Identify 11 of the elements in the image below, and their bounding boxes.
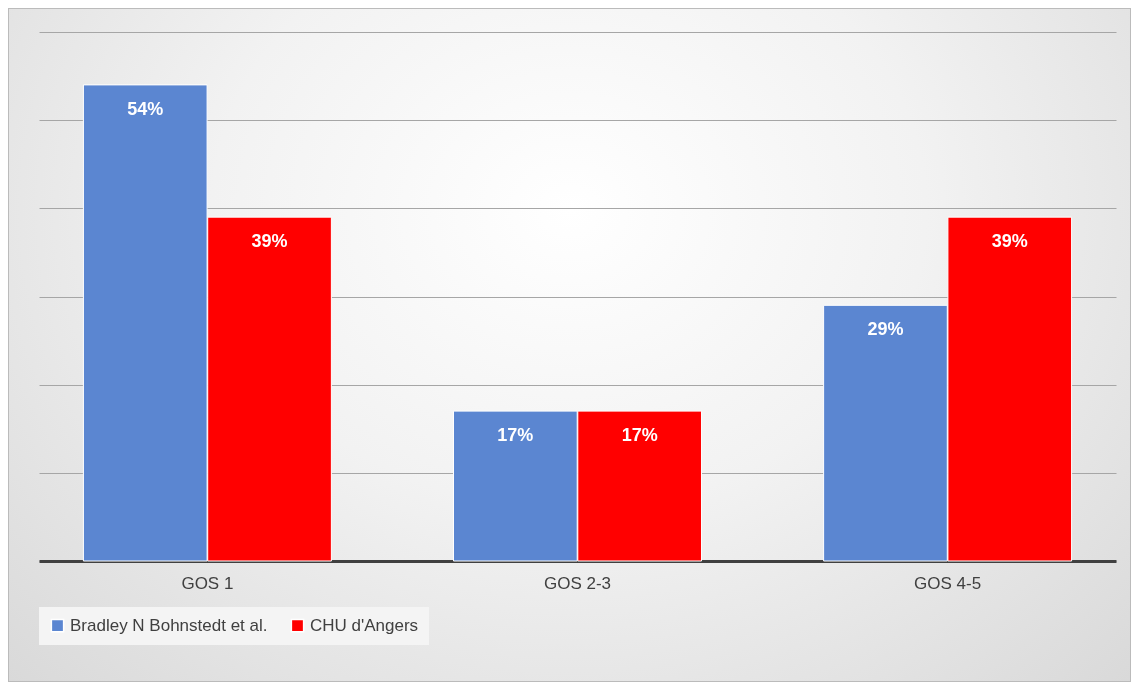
- x-tick-label: GOS 2-3: [543, 573, 612, 593]
- data-label: 39%: [991, 231, 1028, 252]
- legend-label: CHU d'Angers: [310, 615, 419, 635]
- legend-label: Bradley N Bohnstedt et al.: [70, 615, 268, 635]
- data-label: 17%: [621, 425, 658, 446]
- x-tick-label: GOS 1: [181, 573, 234, 593]
- data-label: 39%: [251, 231, 288, 252]
- data-label: 54%: [127, 98, 164, 119]
- data-label: 17%: [497, 425, 534, 446]
- x-tick-label: GOS 4-5: [914, 573, 982, 593]
- data-label: 29%: [867, 319, 904, 340]
